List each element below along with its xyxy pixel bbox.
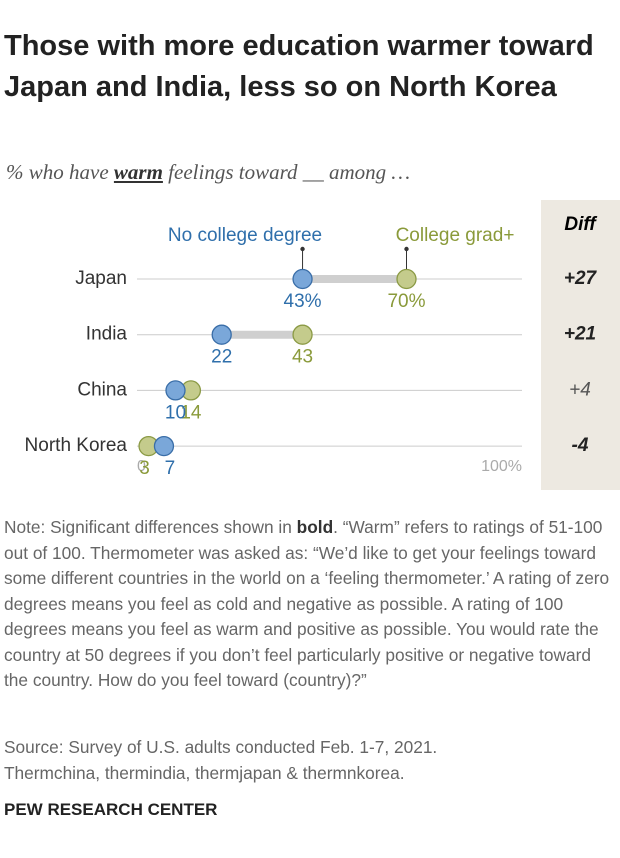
category-label: Japan [75,268,127,289]
dot [292,324,313,345]
subtitle-emphasis: warm [113,160,163,184]
footer: PEW RESEARCH CENTER [4,800,218,819]
dot [153,435,175,457]
category-label: China [77,379,127,400]
subtitle: % who have warm feelings toward __ among… [6,160,410,185]
value-label: 43% [284,291,322,312]
category-label: North Korea [25,435,128,456]
diff-label: +4 [569,379,591,400]
x-tick-label: 100% [481,458,522,475]
value-label: 3 [139,458,150,479]
value-label: 70% [387,291,425,312]
value-label: 7 [165,458,176,479]
diff-header: Diff [564,214,597,235]
dot [292,268,313,290]
chart-title: Those with more education warmer toward … [4,30,594,103]
dot [165,380,186,401]
dot [396,268,417,290]
diff-column [541,200,620,490]
legend-pointer-end [300,246,305,252]
diff-label: -4 [572,435,589,456]
source: Source: Survey of U.S. adults conducted … [4,737,438,757]
chart: Diff 0 100% Japan +27 India +21 China +4 North K… [25,200,620,490]
subtitle-text: feelings toward __ among … [162,160,411,184]
value-label: 43 [292,347,313,368]
legend-pointer-end [404,246,409,252]
category-label: India [86,324,128,345]
note: Note: Significant differences shown in b… [4,515,618,694]
note-emphasis: bold [296,517,334,537]
value-label: 14 [180,402,202,423]
value-label: 22 [211,347,232,368]
diff-label: +27 [564,268,598,289]
note-text: Note: Significant differences shown in [4,517,297,537]
diff-label: +21 [564,324,596,345]
subtitle-text: % who have [6,160,114,184]
legend-label: No college degree [168,225,322,246]
dot [211,324,232,345]
legend-label: College grad+ [396,225,515,246]
x-tick-label: 0 [137,458,146,475]
note-text: . “Warm” refers to ratings of 51-100 out… [4,517,610,690]
value-label: 10 [165,402,186,423]
source-detail: Thermchina, thermindia, thermjapan & the… [4,763,405,783]
